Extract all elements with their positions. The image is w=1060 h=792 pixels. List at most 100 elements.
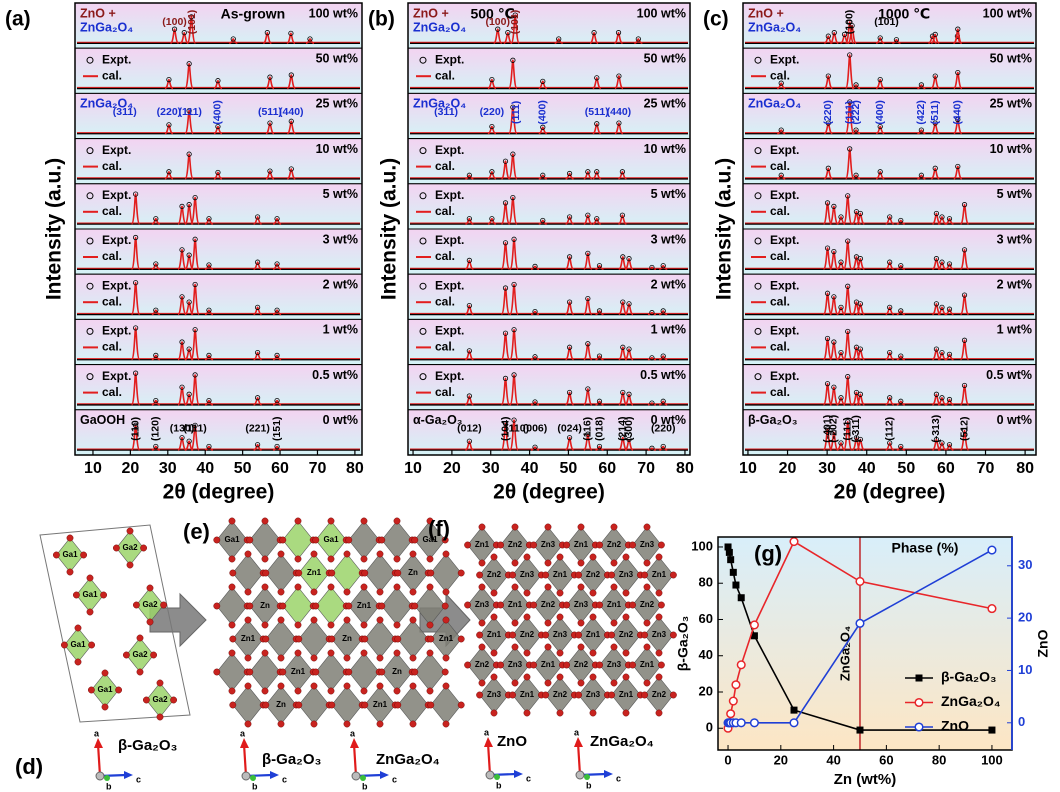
atom [427,569,435,577]
peak-point [887,349,893,356]
legend-marker [754,192,762,200]
peak-point [616,120,622,126]
atom [74,658,82,666]
atom [80,551,88,559]
peak-point [502,420,509,427]
atom [393,687,401,695]
atom [261,555,269,563]
atom-label: Zn2 [487,570,502,579]
peak [937,442,947,451]
peak [847,24,857,44]
atom [228,649,236,657]
peak-point [887,214,893,220]
peak [465,349,474,361]
peak-point [540,217,546,224]
legend-marker [86,192,94,200]
atom [409,682,417,690]
peak [272,309,282,316]
phase-label: ZnO + [80,6,116,20]
peak [164,78,174,90]
peak-point [511,236,517,242]
polyhedron [249,520,281,560]
peak-point [594,216,600,222]
legend-marker [86,56,94,64]
atom [140,544,148,552]
peak [204,264,214,270]
legend-label: cal. [435,385,455,399]
peak [164,170,174,180]
peak [945,217,954,225]
peak [177,205,187,225]
phase-label: β-Ga₂O₃ [748,413,798,427]
atom [100,591,108,599]
peak [565,391,574,406]
atom [476,691,483,699]
panel-label: (g) [754,541,782,566]
peak [592,170,602,180]
peak [151,309,160,316]
atom [577,523,585,531]
legend-label: cal. [435,204,455,218]
peak [253,351,262,361]
peak [265,170,275,180]
peak [917,174,926,180]
peak-point [946,216,953,222]
atom [442,588,450,596]
peak [465,174,474,180]
peak [583,297,593,316]
atom [170,696,178,704]
atom [641,631,648,639]
peak [190,283,200,316]
legend-marker [419,373,427,381]
peak [164,123,174,135]
peak-point [898,443,904,450]
peak [186,15,197,44]
peak [937,306,947,316]
atom [457,701,465,709]
legend-label: cal. [102,294,122,308]
atom [563,661,570,669]
peak [885,261,894,270]
peak [959,294,970,316]
peak [500,377,511,406]
peak [487,217,497,225]
peak [953,118,963,135]
arrow-head [380,771,389,779]
peak-point [566,214,573,220]
peak [508,153,518,180]
peak-point [845,238,851,244]
atom [101,669,109,677]
peak [538,80,548,90]
atom [213,668,221,676]
row-background [74,318,363,366]
peak-point [466,216,472,222]
peak-point [274,352,280,358]
hkl-label: (-202) [828,415,840,443]
atom [441,536,449,544]
peak [932,438,941,451]
peak-point [230,36,236,42]
x-tick-label: 50 [560,460,578,477]
series-line [727,546,992,731]
atom [361,701,369,709]
peak-point [505,30,511,36]
atom [146,584,154,592]
atom [261,517,269,525]
peak [896,219,905,225]
row-label: 0.5 wt% [986,368,1032,382]
peak [876,37,885,44]
point [736,660,746,670]
legend-label: Expt. [770,188,799,202]
peak [213,79,223,90]
peak-point [778,80,784,86]
point [737,594,745,602]
atom [261,621,269,629]
peak [151,354,160,361]
legend-marker [419,282,427,290]
peak [959,203,970,225]
x-tick-label: 10 [404,460,422,477]
peak [618,436,628,451]
peak-point [660,398,666,404]
peak-point [898,217,904,224]
peak-point [502,158,509,164]
